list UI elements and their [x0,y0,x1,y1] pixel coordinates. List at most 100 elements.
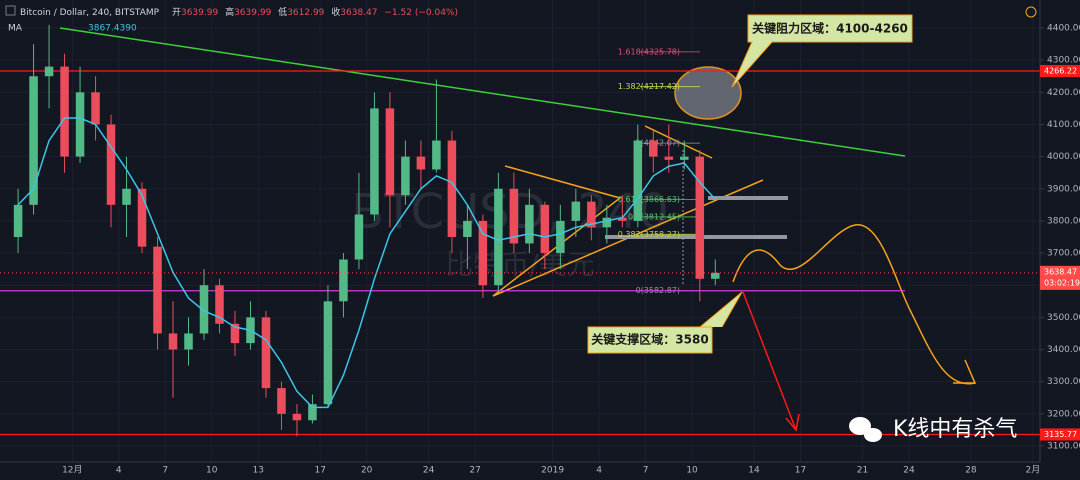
candle-body [354,214,364,260]
x-tick-label: 24 [423,466,435,476]
fib-label: 0.618(3866.63) [618,195,680,204]
candle-body [509,188,519,244]
x-tick-label: 17 [795,466,806,476]
x-tick-label: 7 [643,466,649,476]
candle-body [75,92,85,157]
candle-body [13,204,23,237]
candle-body [432,140,441,170]
last-price-label: 3638.47 [1044,267,1077,276]
y-tick-label: 4400.00 [1047,24,1080,34]
axes: 3100.003200.003300.003400.003500.003600.… [62,24,1080,476]
candle-body [416,156,426,170]
level-tag [1040,65,1080,78]
candle-body [292,413,302,421]
y-tick-label: 3800.00 [1047,216,1080,226]
candle-body [153,246,162,334]
y-tick-label: 4300.00 [1047,56,1080,66]
x-tick-label: 28 [965,466,977,476]
logo-icon [849,417,882,442]
candle-body [122,188,131,205]
candle-body [463,220,472,237]
y-tick-label: 3100.00 [1047,441,1080,451]
candle-body [680,156,689,160]
high-label: 高 [225,6,234,18]
candle-body [602,217,612,228]
projection-arrow [953,359,977,384]
candle-body [587,201,596,228]
x-tick-label: 12月 [62,465,82,476]
symbol: Bitcoin / Dollar, 240, BITSTAMP [20,8,160,18]
candle-body [401,156,410,196]
countdown: 03:02:19 [1044,278,1080,287]
y-tick-label: 3700.00 [1047,249,1080,259]
close: 3638.47 [340,8,377,18]
plot: 1.618(4325.78) 1.382(4217.42) 1(4042.07) 0.… [0,24,1040,437]
candle-body [29,76,38,205]
candle-body [323,301,333,405]
x-tick-label: 24 [903,466,915,476]
level-tag-label: 3135.77 [1044,430,1077,439]
candle-body [711,272,720,279]
candle-body [494,188,503,286]
candle-body [540,204,550,254]
candle-body [168,333,178,350]
support-box [587,291,743,354]
fib-label: 0.5(3812.45) [628,212,680,221]
zone-bar [708,196,788,200]
collapse-icon[interactable] [5,5,16,16]
down-arrow [742,291,800,432]
candle-body [633,140,643,221]
open-label: 开 [172,7,181,18]
x-tick-label: 7 [162,466,168,476]
change: −1.52 (−0.04%) [384,8,458,18]
y-tick-label: 4100.00 [1047,120,1080,130]
candle-body [339,259,348,302]
header: Bitcoin / Dollar, 240, BITSTAMP 开3639.99… [20,6,458,18]
candle-body [525,204,534,244]
ma-label: MA [8,24,23,34]
fib-label: 1.382(4217.42) [618,82,680,91]
level-tag-label: 4266.22 [1044,67,1077,76]
x-tick-label: 2019 [541,466,564,476]
candle-body [215,285,224,324]
resistance-label: 关键阻力区域：4100-4260 [752,21,908,36]
logo-text: K线中有杀气 [893,417,1017,442]
x-tick-label: 20 [361,466,373,476]
low-label: 低 [278,6,287,18]
y-tick-label: 3200.00 [1047,409,1080,419]
support-label: 关键支撑区域：3580 [591,332,708,347]
candle-body [137,188,147,247]
candle-body [44,66,54,77]
x-tick-label: 10 [206,466,218,476]
candle-body [618,217,627,221]
x-tick-label: 10 [686,466,698,476]
resistance-ellipse [674,66,742,120]
candle-body [370,108,379,215]
high: 3639.99 [234,8,271,18]
candle-body [261,317,271,389]
candle-body [556,220,565,254]
open: 3639.99 [181,8,218,18]
alert-icon[interactable] [1025,6,1037,18]
y-tick-label: 3300.00 [1047,377,1080,387]
x-tick-label: 4 [116,466,122,476]
x-tick-label: 13 [252,466,263,476]
ma-value: 3867.4390 [88,24,137,34]
resistance-box [731,14,913,88]
candle-body [199,285,209,334]
y-tick-label: 4200.00 [1047,88,1080,98]
candle-body [308,404,317,421]
candle-body [571,201,581,221]
candle-body [277,388,286,414]
candle-body [230,323,240,344]
fib-label: 0.382(3758.27) [618,230,680,239]
level-tag [1040,428,1080,441]
fib-label: 1.618(4325.78) [618,47,680,56]
x-tick-label: 17 [314,466,325,476]
ma-line [17,117,716,409]
x-tick-label: 4 [596,466,602,476]
projection [732,224,976,385]
candle-body [60,66,69,157]
x-tick-label: 27 [469,466,480,476]
